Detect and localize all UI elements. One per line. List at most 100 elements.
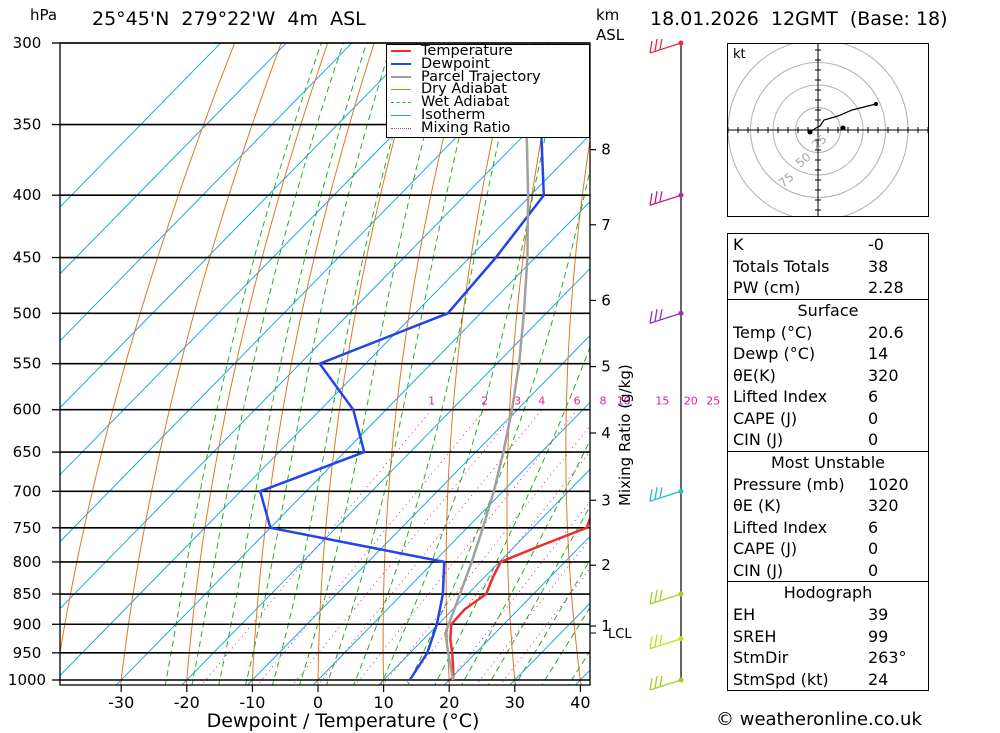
index-label: StmSpd (kt)	[733, 669, 829, 689]
dry-adiabat-line	[445, 43, 515, 685]
wind-barb	[649, 487, 682, 502]
x-axis-label: Dewpoint / Temperature (°C)	[207, 710, 480, 732]
legend-item: Temperature	[387, 43, 589, 59]
indices-table: K -0 Totals Totals 38 PW (cm) 2.28 Surface Te…	[727, 233, 929, 691]
mixing-ratio-label: 10	[617, 395, 631, 408]
km-tick-label: 6	[601, 291, 611, 309]
wind-barb	[649, 634, 682, 650]
index-value: 39	[868, 605, 889, 624]
wet-adiabat-line	[461, 439, 590, 685]
index-label: Dewp (°C)	[733, 344, 816, 363]
x-tick-label: 20	[439, 693, 459, 712]
index-value: 24	[868, 669, 889, 689]
km-tick-label: 2	[601, 556, 611, 574]
index-label: SREH	[733, 626, 777, 646]
parcel-trajectory-line	[444, 43, 531, 681]
wet-adiabat-line	[244, 43, 393, 685]
surface-title: Surface	[797, 300, 859, 320]
pressure-tick-label: 500	[13, 304, 42, 322]
index-label: K	[733, 235, 744, 254]
legend-item: Wet Adiabat	[387, 94, 589, 111]
wet-adiabat-line	[407, 168, 590, 685]
x-tick-label: 40	[570, 693, 590, 712]
legend-item: Dry Adiabat	[387, 81, 589, 98]
dry-adiabat-line	[185, 43, 329, 685]
legend-swatch	[391, 102, 411, 104]
most-unstable-title: Most Unstable	[771, 452, 885, 472]
index-row: CAPE (J) 0	[728, 408, 928, 430]
index-value: 0	[868, 539, 879, 558]
legend-item: Dewpoint	[387, 57, 589, 71]
wind-barb	[649, 38, 682, 54]
wet-adiabat-line	[514, 559, 590, 685]
x-tick-label: 0	[313, 693, 323, 712]
index-row: Dewp (°C) 14	[728, 343, 928, 365]
mixing-ratio-label: 1	[428, 395, 435, 408]
wet-adiabat-line	[191, 43, 344, 685]
dry-adiabat-line	[932, 7, 1000, 706]
pressure-tick-label: 750	[13, 519, 42, 537]
wind-barb	[649, 675, 682, 691]
hodograph-ring-label: 50	[793, 150, 814, 171]
x-tick-label: -30	[108, 693, 134, 712]
legend-label: Temperature	[421, 43, 513, 59]
mixing-ratio-label: 3	[514, 395, 521, 408]
dry-adiabat-line	[506, 43, 561, 685]
x-tick-label: 30	[505, 693, 525, 712]
hodograph-ring-label: 75	[776, 170, 797, 191]
legend-swatch	[391, 50, 411, 53]
hodograph-title: Hodograph	[783, 583, 873, 602]
hpa-unit: hPa	[30, 6, 58, 24]
date-title: 18.01.2026 12GMT (Base: 18)	[650, 8, 948, 30]
isotherm-line	[115, 200, 590, 685]
index-value: 20.6	[868, 322, 904, 342]
legend-label: Dry Adiabat	[421, 81, 507, 98]
mixing-ratio-line	[499, 567, 590, 685]
isotherm-line	[60, 133, 590, 677]
index-value: 0	[868, 560, 879, 580]
legend-item: Parcel Trajectory	[387, 69, 589, 84]
wet-adiabat-line	[218, 43, 368, 685]
km-tick-label: 4	[601, 424, 611, 442]
km-unit: km	[596, 6, 620, 24]
mixing-ratio-label: 4	[538, 395, 545, 408]
index-row: Totals Totals 38	[728, 256, 928, 278]
index-label: Totals Totals	[733, 256, 830, 276]
wet-adiabat-line	[353, 43, 522, 685]
dry-adiabat-line	[979, 7, 1000, 706]
index-label: EH	[733, 605, 756, 624]
dry-adiabat-line	[120, 43, 282, 685]
legend-item: Isotherm	[387, 106, 589, 123]
legend-label: Wet Adiabat	[421, 94, 510, 111]
mixing-ratio-line	[256, 409, 486, 685]
pressure-tick-label: 350	[13, 116, 42, 134]
mixing-ratio-line	[475, 537, 590, 685]
index-value: 263°	[868, 648, 907, 667]
index-row: EH 39	[728, 604, 928, 626]
legend: Temperature Dewpoint Parcel Trajectory Dry …	[386, 44, 590, 138]
index-row: PW (cm) 2.28	[728, 277, 928, 299]
location-title: 25°45'N 279°22'W 4m ASL	[92, 8, 366, 30]
km-tick-label: 7	[601, 216, 611, 234]
wet-adiabat-line	[541, 606, 590, 685]
index-label: CIN (J)	[733, 560, 784, 580]
isotherm-line	[246, 334, 590, 685]
index-value: 99	[868, 626, 889, 646]
index-row: SREH 99	[728, 626, 928, 648]
index-label: Temp (°C)	[733, 322, 813, 342]
index-value: 6	[868, 387, 879, 406]
index-label: CAPE (J)	[733, 539, 798, 558]
mixing-ratio-line	[200, 409, 432, 685]
isotherm-line	[181, 267, 590, 685]
index-label: θE (K)	[733, 496, 781, 515]
x-tick-label: -20	[174, 693, 200, 712]
pressure-tick-label: 1000	[8, 671, 46, 689]
isotherm-line	[377, 468, 590, 685]
index-value: -0	[868, 235, 884, 254]
index-label: CIN (J)	[733, 430, 784, 449]
isotherm-line	[60, 43, 222, 208]
hodograph-trace	[809, 103, 877, 133]
wet-adiabat-line	[164, 43, 322, 685]
legend-label: Isotherm	[421, 106, 486, 123]
